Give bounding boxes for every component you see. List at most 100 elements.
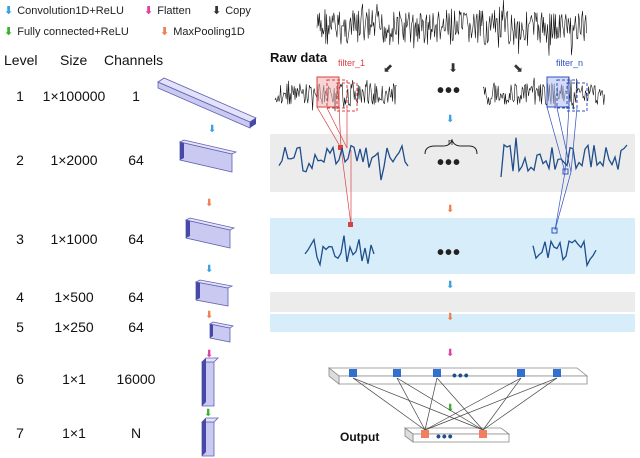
arrow-down-icon: ⬇ [205,310,213,321]
raw-signal-copy-n [482,76,605,110]
brace-label: n [448,137,454,147]
block-level-3 [184,217,236,249]
network-diagram: ⬋ ⬇ ⬊ ⬇ ⬇ ⬇ ⬇ ⬇ ⬇ [274,0,628,443]
feature-map-3-left [304,235,375,268]
hidden-nodes [349,369,561,377]
feature-map-2-left [278,143,409,181]
feature-map-3-right [532,239,597,268]
block-level-6 [201,357,219,407]
level-cell: 7 [16,425,24,441]
band-level-3 [270,218,635,274]
ellipsis-raw: ••• [437,80,462,102]
legend-flatten-label: Flatten [157,5,191,17]
arrow-down-icon: ⬇ [160,26,170,38]
dense-connections [352,377,558,431]
hidden-node [349,369,357,377]
channels-cell: 64 [128,289,144,305]
arrow-down-icon: ⬇ [205,349,213,360]
legend-conv: ⬇ Convolution1D+ReLU [4,4,124,17]
level-cell: 5 [16,319,24,335]
filter-n-connections [546,106,578,231]
raw-signal-top [316,0,587,56]
hidden-node [517,369,525,377]
arrow-down-icon: ⬇ [144,5,154,17]
arrow-down-icon: ⬇ [448,61,458,75]
filter-n-box [546,76,570,108]
arrow-down-left-icon: ⬋ [383,61,393,75]
ellipsis-level-3: ••• [437,242,462,264]
arrow-down-icon: ⬇ [446,114,454,125]
ellipsis-hidden: ••• [452,367,470,383]
ellipsis-output: ••• [436,428,454,444]
arrow-down-icon: ⬇ [446,204,454,215]
arrow-down-icon: ⬇ [4,5,14,17]
arrow-down-right-icon: ⬊ [513,61,523,75]
filter-1-node [338,145,343,150]
channels-cell: 1 [132,88,140,104]
band-level-5 [270,314,635,332]
filter-n-label: filter_n [556,58,584,68]
layer-blocks: ⬇ ⬇ ⬇ ⬇ ⬇ ⬇ [157,77,257,457]
size-cell: 1×250 [54,319,94,335]
channels-cell: 64 [128,319,144,335]
arrow-down-icon: ⬇ [4,26,14,38]
raw-data-label: Raw data [270,50,328,65]
output-layer-tray [403,427,511,443]
level-cell: 1 [16,88,24,104]
legend-copy: ⬇ Copy [212,4,251,17]
filter-n-node [562,168,569,175]
legend-copy-label: Copy [225,5,251,17]
hidden-node [393,369,401,377]
output-node [421,430,429,438]
legend-fc: ⬇ Fully connected+ReLU [4,25,129,38]
brace [424,138,478,155]
filter-1-label: filter_1 [338,58,366,68]
legend-flatten: ⬇ Flatten [144,4,191,17]
block-level-1 [157,77,257,129]
channels-cell: 16000 [116,371,156,387]
arrow-down-icon: ⬇ [446,280,454,291]
level-cell: 3 [16,231,24,247]
filter-n-pool-node [551,227,558,234]
hidden-node [433,369,441,377]
block-level-7 [201,417,219,457]
header-level: Level [4,52,38,68]
output-label: Output [340,430,380,444]
band-level-4 [270,292,635,312]
output-node [479,430,487,438]
arrow-down-icon: ⬇ [212,5,222,17]
size-cell: 1×2000 [50,152,98,168]
size-cell: 1×500 [54,289,94,305]
channels-cell: 64 [128,231,144,247]
arrow-down-icon: ⬇ [208,124,216,135]
legend-fc-label: Fully connected+ReLU [17,26,129,38]
arrow-down-icon: ⬇ [205,264,213,275]
header-channels: Channels [104,52,164,68]
block-level-2 [178,139,238,173]
size-cell: 1×1 [62,425,86,441]
block-level-4 [194,279,234,307]
legend-pool-label: MaxPooling1D [173,26,245,38]
block-level-5 [208,321,235,343]
level-cell: 4 [16,289,24,305]
level-cell: 6 [16,371,24,387]
legend-pool: ⬇ MaxPooling1D [160,25,245,38]
hidden-node [553,369,561,377]
size-cell: 1×1000 [50,231,98,247]
channels-cell: 64 [128,152,144,168]
size-cell: 1×1 [62,371,86,387]
filter-1-pool-node [348,222,353,227]
channels-cell: N [130,425,142,441]
band-level-2 [270,134,635,192]
arrow-down-icon: ⬇ [446,312,454,323]
filter-1-connections [316,106,352,226]
output-nodes [421,430,487,438]
arrow-down-icon: ⬇ [446,403,454,414]
level-cell: 2 [16,152,24,168]
arrow-down-icon: ⬇ [204,408,212,419]
arrow-down-icon: ⬇ [446,348,454,359]
arrow-down-icon: ⬇ [205,198,213,209]
size-cell: 1×100000 [42,88,106,104]
header-size: Size [60,52,88,68]
legend-conv-label: Convolution1D+ReLU [17,5,124,17]
